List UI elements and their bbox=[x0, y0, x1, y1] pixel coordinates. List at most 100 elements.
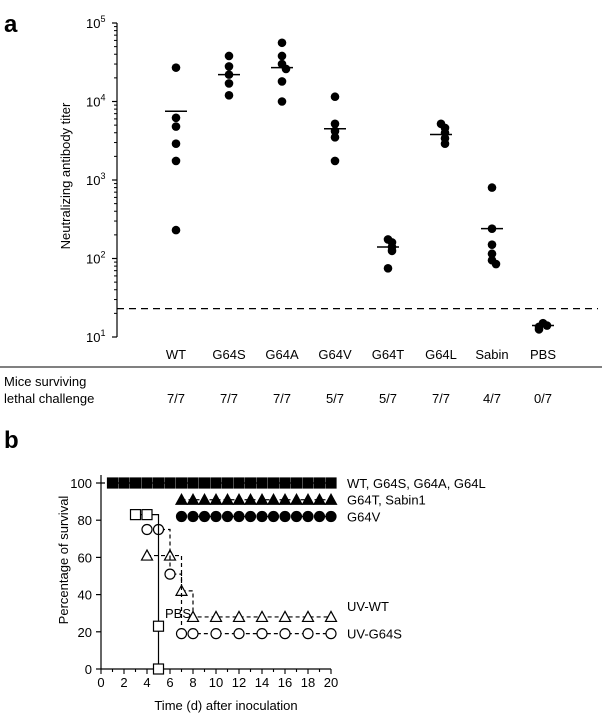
y-tick-label: 100 bbox=[70, 476, 92, 491]
series-marker-uv-g64s bbox=[256, 628, 268, 640]
x-tick-label: 2 bbox=[120, 675, 127, 690]
x-tick-label: 20 bbox=[324, 675, 338, 690]
legend-label-uv-g64s: UV-G64S bbox=[347, 627, 402, 642]
x-tick-label: 6 bbox=[166, 675, 173, 690]
survival-value-g64v: 5/7 bbox=[326, 391, 344, 406]
category-label-g64s: G64S bbox=[212, 347, 246, 362]
category-label-g64t: G64T bbox=[372, 347, 405, 362]
series-marker-wt-g64s-g64a-g64l bbox=[256, 477, 268, 489]
panel-b-series bbox=[101, 477, 338, 675]
series-marker-wt-g64s-g64a-g64l bbox=[210, 477, 222, 489]
survival-value-pbs: 0/7 bbox=[534, 391, 552, 406]
data-point-g64v bbox=[330, 156, 340, 166]
pbs-curve-label: PBS bbox=[165, 606, 191, 621]
series-marker-g64t-sabin1 bbox=[174, 492, 189, 505]
series-marker-uv-wt bbox=[278, 610, 292, 623]
series-marker-wt-g64s-g64a-g64l bbox=[267, 477, 280, 489]
data-point-pbs bbox=[534, 325, 544, 334]
series-marker-g64v bbox=[210, 510, 222, 523]
series-marker-pbs bbox=[152, 663, 165, 675]
data-point-wt bbox=[171, 122, 181, 131]
data-point-sabin bbox=[491, 259, 501, 269]
survival-row-label-line2: lethal challenge bbox=[4, 391, 94, 406]
series-marker-wt-g64s-g64a-g64l bbox=[129, 477, 142, 489]
data-point-g64s bbox=[224, 90, 234, 100]
legend-label-g64t-sabin1: G64T, Sabin1 bbox=[347, 493, 426, 508]
series-marker-g64t-sabin1 bbox=[197, 492, 212, 505]
data-point-g64a bbox=[277, 97, 287, 106]
x-tick-label: 18 bbox=[301, 675, 315, 690]
series-marker-g64t-sabin1 bbox=[289, 492, 304, 505]
series-marker-g64v bbox=[198, 510, 211, 523]
series-marker-uv-g64s bbox=[302, 628, 314, 640]
series-marker-g64t-sabin1 bbox=[301, 492, 315, 505]
series-marker-pbs bbox=[152, 620, 165, 632]
series-marker-pbs bbox=[129, 509, 142, 521]
series-marker-g64v bbox=[302, 510, 314, 523]
panel-a-letter: a bbox=[4, 11, 18, 38]
series-marker-uv-wt bbox=[232, 610, 246, 623]
series-marker-uv-g64s bbox=[164, 568, 176, 580]
category-label-pbs: PBS bbox=[530, 347, 556, 362]
data-point-g64a bbox=[277, 77, 287, 86]
series-marker-uv-g64s bbox=[233, 628, 245, 640]
series-marker-wt-g64s-g64a-g64l bbox=[141, 477, 153, 489]
series-marker-g64t-sabin1 bbox=[220, 492, 235, 505]
series-marker-g64v bbox=[267, 510, 280, 523]
series-marker-g64v bbox=[256, 510, 268, 523]
series-marker-uv-wt bbox=[301, 610, 315, 623]
series-wt-g64s-g64a-g64l bbox=[101, 477, 337, 489]
data-point-g64v bbox=[330, 92, 340, 102]
series-marker-wt-g64s-g64a-g64l bbox=[244, 477, 257, 489]
category-label-wt: WT bbox=[166, 347, 186, 362]
series-marker-wt-g64s-g64a-g64l bbox=[106, 477, 119, 489]
series-uv-g64s bbox=[141, 523, 337, 640]
series-marker-g64t-sabin1 bbox=[243, 492, 258, 505]
survival-value-wt: 7/7 bbox=[167, 391, 185, 406]
data-point-g64s bbox=[224, 79, 234, 88]
data-point-sabin bbox=[487, 183, 497, 192]
series-marker-g64v bbox=[279, 510, 291, 523]
series-marker-uv-wt bbox=[163, 548, 177, 561]
series-g64v bbox=[175, 510, 337, 523]
data-point-wt bbox=[171, 139, 181, 149]
series-marker-pbs bbox=[141, 509, 153, 521]
panel-a-category-labels: WT G64S G64A G64V G64T G64L Sabin PBS bbox=[166, 347, 556, 362]
x-tick-label: 8 bbox=[189, 675, 196, 690]
series-marker-uv-g64s bbox=[187, 628, 199, 640]
series-marker-uv-g64s bbox=[279, 628, 291, 640]
series-marker-wt-g64s-g64a-g64l bbox=[302, 477, 314, 489]
y-tick-label: 60 bbox=[78, 550, 92, 565]
y-tick-label: 0 bbox=[85, 662, 92, 677]
category-label-g64v: G64V bbox=[318, 347, 352, 362]
data-point-g64s bbox=[224, 62, 234, 71]
series-marker-uv-wt bbox=[324, 610, 338, 623]
x-tick-label: 16 bbox=[278, 675, 292, 690]
x-tick-label: 12 bbox=[232, 675, 246, 690]
series-marker-g64v bbox=[244, 510, 257, 523]
survival-value-g64t: 5/7 bbox=[379, 391, 397, 406]
series-marker-wt-g64s-g64a-g64l bbox=[198, 477, 211, 489]
series-marker-uv-g64s bbox=[325, 628, 337, 640]
x-tick-label: 4 bbox=[143, 675, 150, 690]
series-marker-uv-wt bbox=[255, 610, 269, 623]
data-point-g64a bbox=[281, 64, 291, 74]
series-marker-g64v bbox=[221, 510, 234, 523]
panel-a-means bbox=[165, 66, 554, 327]
data-point-g64a bbox=[277, 51, 287, 61]
data-point-g64l bbox=[440, 139, 450, 149]
series-marker-g64t-sabin1 bbox=[312, 492, 327, 505]
data-point-g64s bbox=[224, 51, 234, 61]
panel-a-y-axis-label: Neutralizing antibody titer bbox=[58, 102, 73, 249]
y-tick-label: 80 bbox=[78, 513, 92, 528]
series-marker-wt-g64s-g64a-g64l bbox=[164, 477, 176, 489]
y-tick-label: 40 bbox=[78, 588, 92, 603]
y-tick-label: 105 bbox=[86, 14, 105, 31]
survival-value-sabin: 4/7 bbox=[483, 391, 501, 406]
series-g64t-sabin1 bbox=[174, 492, 338, 505]
series-marker-g64v bbox=[325, 510, 337, 523]
legend-label-wt-g64s-g64a-g64l: WT, G64S, G64A, G64L bbox=[347, 476, 486, 491]
data-point-sabin bbox=[487, 240, 497, 249]
series-marker-uv-g64s bbox=[175, 628, 188, 640]
